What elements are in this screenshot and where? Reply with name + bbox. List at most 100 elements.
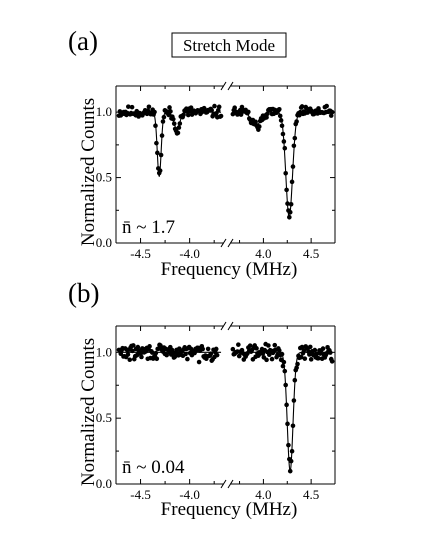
fit-line-right	[232, 351, 333, 472]
panel-a-xlabel: Frequency (MHz)	[161, 259, 298, 280]
axis-break-mark	[227, 238, 234, 248]
data-point-left-77	[188, 105, 194, 110]
panel-a-ylabel: Normalized Counts	[78, 98, 99, 246]
data-point-left-14	[129, 104, 135, 110]
title-box-text: Stretch Mode	[183, 36, 275, 55]
data-point-right-51	[277, 348, 282, 353]
data-point-left-12	[127, 357, 133, 363]
data-point-left-25	[139, 354, 144, 360]
data-point-left-54	[167, 105, 172, 110]
axis-break-mark	[220, 479, 227, 489]
data-point-right-92	[314, 351, 319, 357]
data-point-left-107	[216, 104, 222, 110]
x-tick-label-left: -4.0	[179, 246, 200, 261]
data-point-left-53	[164, 352, 169, 358]
title-box: Stretch Mode	[171, 32, 287, 58]
data-point-right-40	[266, 352, 272, 358]
data-point-left-99	[205, 346, 211, 352]
data-point-right-76	[299, 104, 305, 109]
x-tick-label-left: -4.5	[130, 246, 151, 261]
y-tick-label: 0.5	[96, 410, 112, 425]
data-point-right-79	[302, 356, 308, 361]
data-point-right-26	[254, 346, 259, 351]
data-point-right-43	[269, 356, 275, 362]
axis-break-mark	[220, 238, 227, 248]
data-point-left-109	[218, 113, 224, 119]
data-point-right-2	[232, 105, 237, 110]
data-point-right-109	[329, 359, 335, 364]
data-point-right-25	[253, 119, 258, 125]
data-point-right-99	[320, 346, 326, 351]
data-point-right-90	[312, 347, 318, 353]
y-tick-label: 0.0	[96, 476, 112, 491]
x-tick-label-left: -4.0	[179, 487, 200, 502]
panel-b-plot: 0.0 0.5 1.0 -4.5 -4.0 4.0 4.5	[96, 321, 336, 502]
y-tick-label: 0.5	[96, 170, 112, 185]
x-tick-label-right: 4.0	[255, 487, 271, 502]
panel-a: (a) Normalized Counts Frequency (MHz) n̄…	[68, 26, 336, 280]
title-box-frame	[171, 32, 287, 58]
data-point-left-93	[200, 346, 206, 352]
data-point-right-9	[238, 112, 244, 117]
data-point-right-103	[324, 103, 329, 109]
data-point-right-85	[307, 344, 313, 350]
x-tick-label-left: -4.5	[130, 487, 151, 502]
data-point-left-99	[209, 107, 214, 113]
axis-break-mark	[220, 81, 227, 91]
data-point-left-108	[213, 346, 219, 352]
x-tick-label-right: 4.5	[303, 246, 319, 261]
fit-line-right	[232, 111, 333, 218]
data-point-right-7	[236, 353, 242, 359]
data-point-right-94	[316, 355, 321, 361]
data-point-right-84	[307, 352, 312, 357]
data-point-left-21	[135, 344, 141, 350]
panel-b-ylabel: Normalized Counts	[78, 338, 99, 486]
axis-break-mark	[227, 81, 234, 91]
data-point-right-39	[266, 343, 271, 348]
data-point-left-106	[215, 107, 221, 113]
axis-break-mark	[227, 321, 234, 331]
axis-break-mark	[227, 479, 234, 489]
x-tick-label-right: 4.0	[255, 246, 271, 261]
panel-b: (b) Normalized Counts Frequency (MHz) n̄…	[68, 278, 336, 520]
data-point-left-10	[126, 104, 131, 109]
axis-break-mark	[220, 321, 227, 331]
data-point-left-89	[196, 359, 202, 365]
data-point-right-19	[247, 343, 253, 348]
data-point-right-17	[246, 109, 251, 115]
data-point-left-63	[175, 130, 181, 136]
data-point-left-109	[214, 352, 220, 358]
panel-a-nbar-annotation: n̄ ~ 1.7	[122, 217, 175, 238]
data-point-left-10	[125, 352, 131, 357]
data-point-left-74	[185, 112, 191, 118]
fit-line-left	[118, 111, 222, 178]
data-point-left-34	[147, 344, 152, 349]
panel-a-plot: 0.0 0.5 1.0 -4.5 -4.0 4.0 4.5	[96, 81, 336, 261]
data-point-right-6	[236, 342, 241, 347]
data-point-right-75	[298, 354, 304, 360]
data-point-left-32	[146, 104, 152, 110]
data-point-right-86	[308, 357, 314, 362]
data-point-right-108	[328, 113, 334, 118]
data-point-left-42	[154, 356, 160, 362]
data-point-right-76	[299, 344, 305, 350]
panel-b-nbar-annotation: n̄ ~ 0.04	[122, 457, 185, 478]
y-tick-label: 1.0	[96, 104, 112, 119]
data-point-right-0	[230, 346, 236, 352]
x-tick-label-right: 4.5	[303, 487, 319, 502]
data-point-left-41	[153, 350, 159, 356]
data-point-right-46	[272, 342, 278, 348]
data-point-right-37	[264, 115, 269, 120]
y-tick-label: 0.0	[96, 235, 112, 250]
panel-b-label: (b)	[68, 278, 99, 308]
y-tick-label: 1.0	[96, 344, 112, 359]
data-point-left-102	[212, 103, 217, 109]
data-point-left-76	[185, 356, 190, 362]
data-point-right-37	[264, 357, 269, 363]
data-point-left-62	[172, 354, 178, 360]
panel-a-label: (a)	[68, 26, 98, 56]
data-point-left-16	[131, 343, 136, 348]
panel-b-xlabel: Frequency (MHz)	[161, 499, 298, 520]
data-point-right-51	[277, 107, 282, 112]
